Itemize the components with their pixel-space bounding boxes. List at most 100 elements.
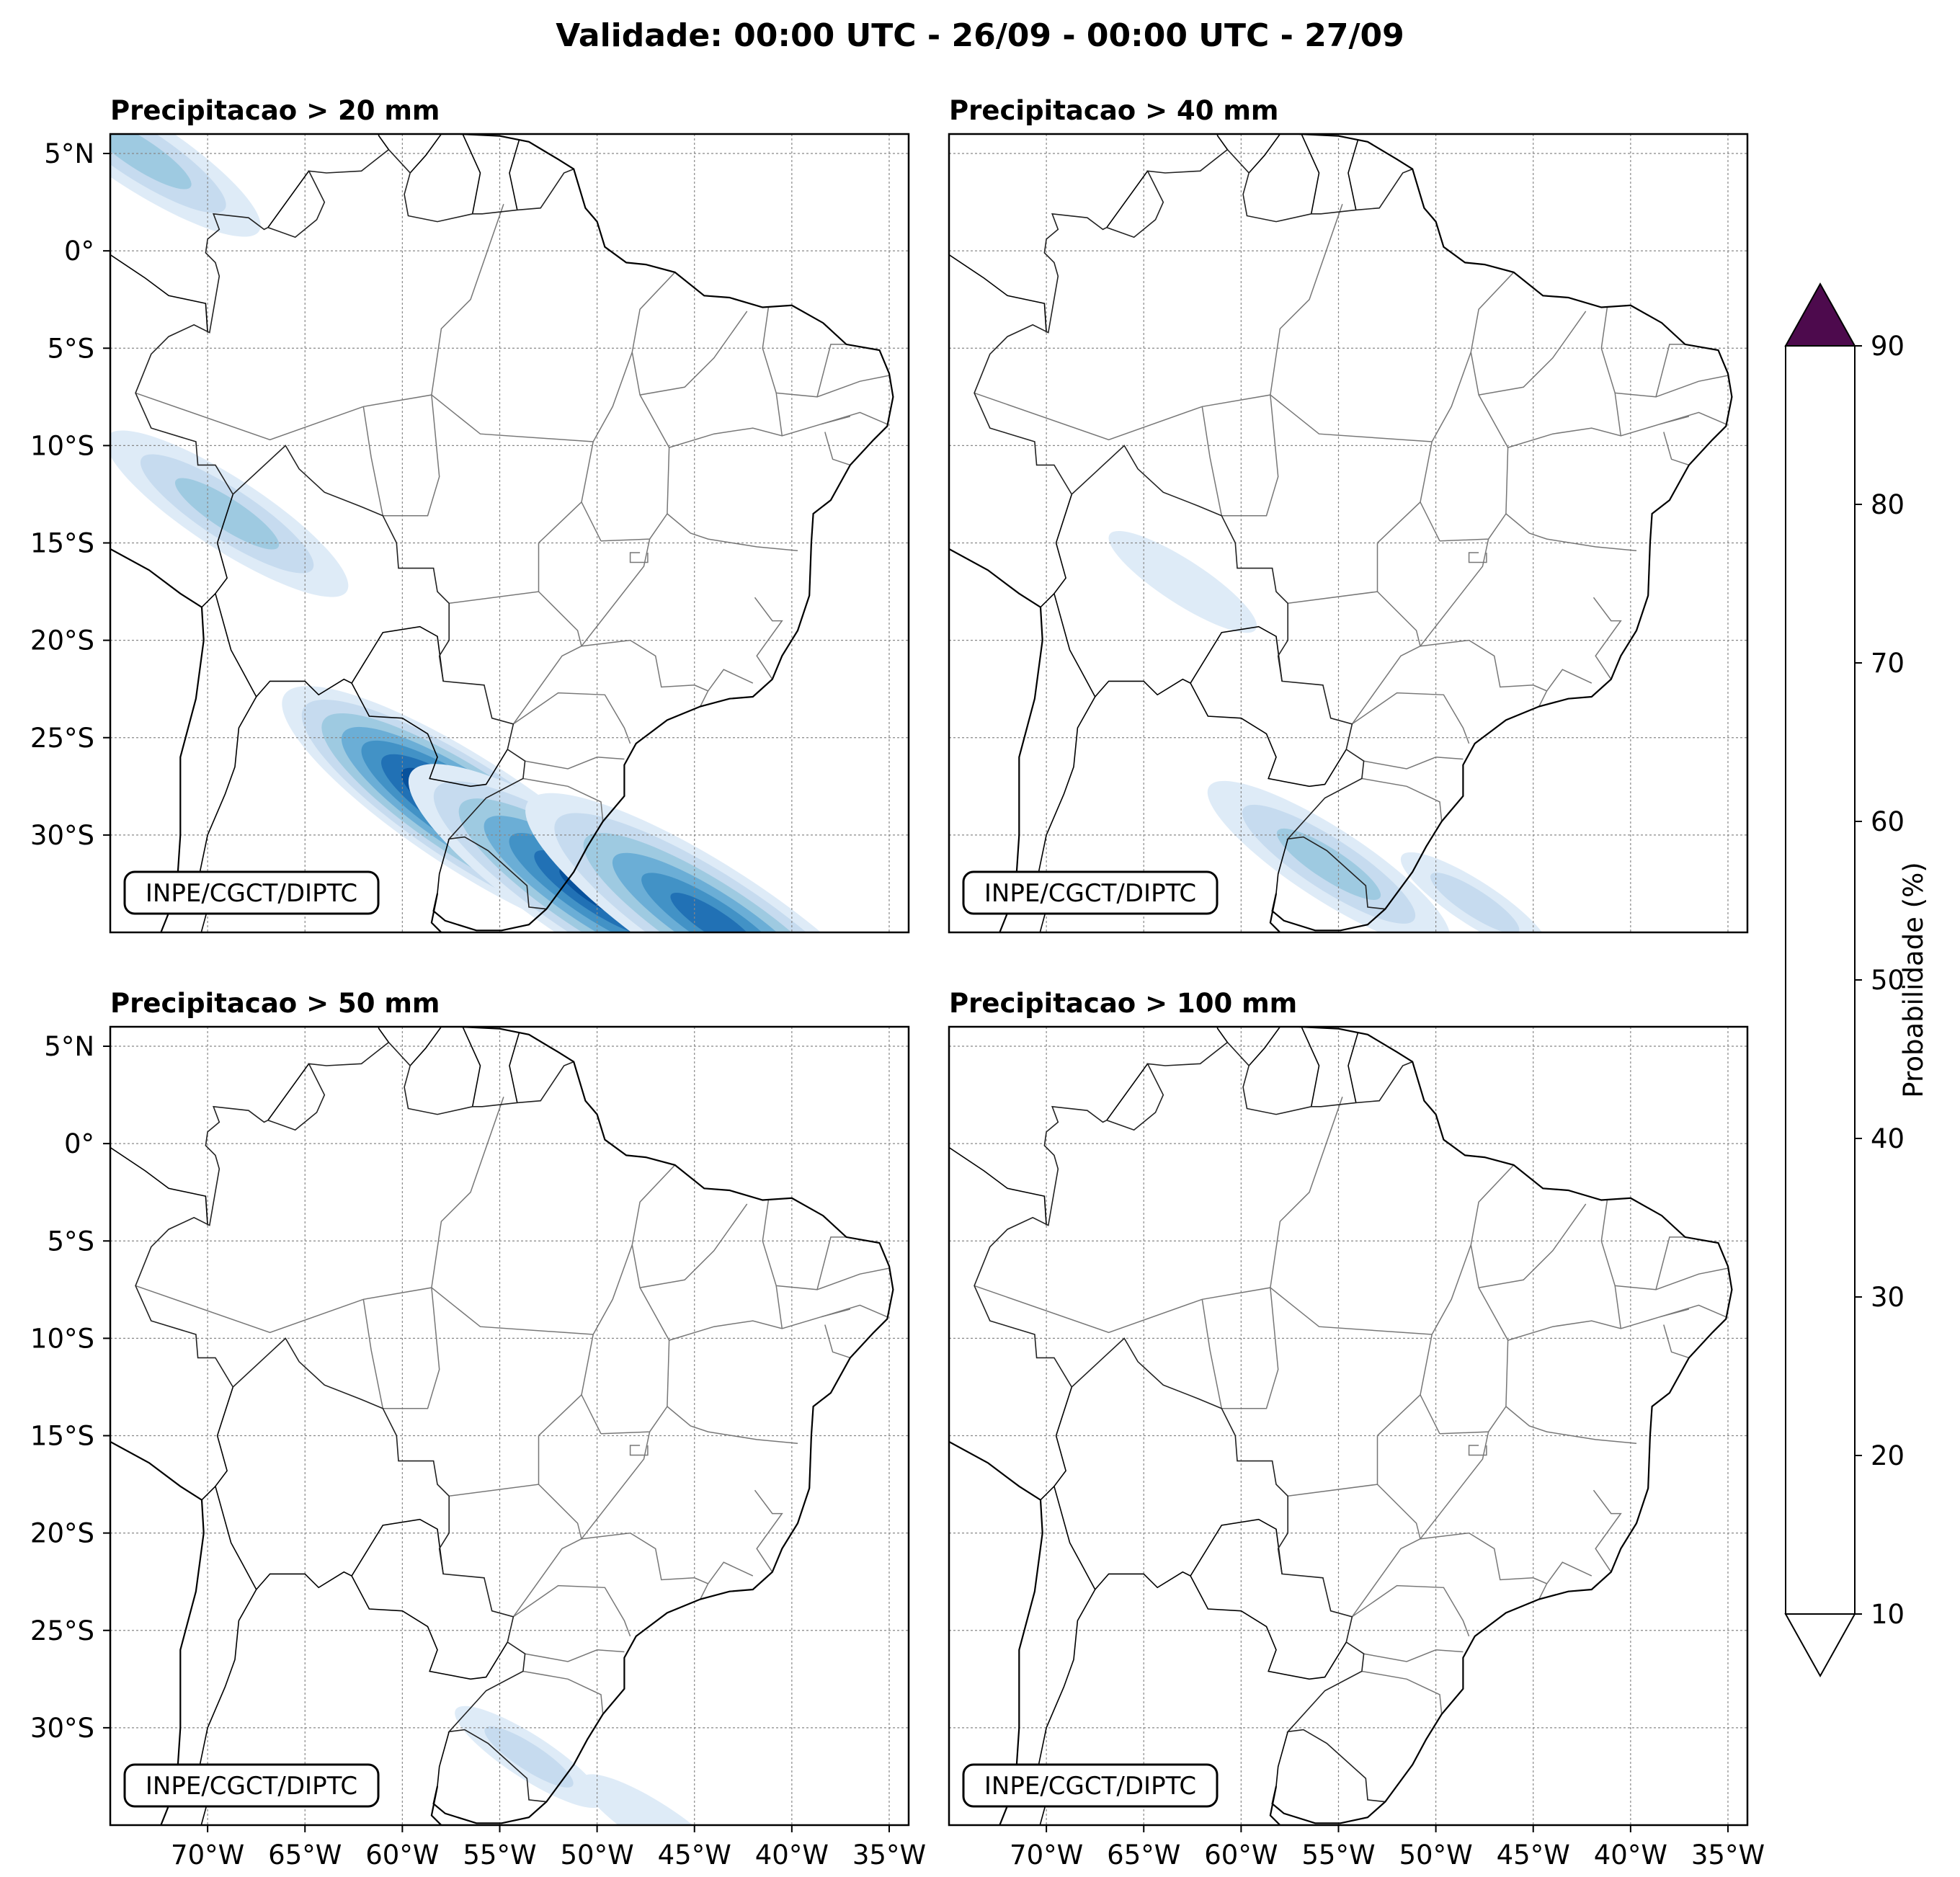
state-border xyxy=(1468,552,1487,563)
country-border xyxy=(1275,1731,1288,1787)
probability-area xyxy=(484,1726,574,1788)
colorbar-frame xyxy=(1785,345,1856,1615)
lat-tick-label: 5°N xyxy=(44,138,94,169)
state-border xyxy=(512,692,631,744)
state-border xyxy=(1663,432,1690,466)
country-border xyxy=(409,1027,442,1066)
state-border xyxy=(1546,669,1592,692)
country-border xyxy=(1040,593,1055,608)
state-border xyxy=(1420,538,1489,647)
country-border xyxy=(1275,839,1288,894)
colorbar-tick-label: 70 xyxy=(1871,648,1905,679)
lon-tick-label: 55°W xyxy=(463,1840,536,1871)
country-border xyxy=(1216,134,1229,151)
credit-text: INPE/CGCT/DIPTC xyxy=(146,1772,357,1801)
lon-tick-label: 60°W xyxy=(1204,1840,1278,1871)
map-body xyxy=(110,134,909,932)
lon-tick-label: 55°W xyxy=(1301,1840,1375,1871)
country-border xyxy=(462,1027,481,1107)
state-border xyxy=(824,432,851,466)
country-border xyxy=(1054,1386,1191,1591)
state-border xyxy=(816,375,890,398)
country-border xyxy=(509,1032,520,1103)
country-border xyxy=(1190,625,1283,684)
country-border xyxy=(351,625,444,684)
state-border xyxy=(1221,395,1279,517)
state-border xyxy=(581,1431,651,1540)
lat-tick-label: 15°S xyxy=(30,528,94,559)
colorbar-tick-label: 20 xyxy=(1871,1440,1905,1471)
country-border xyxy=(1301,134,1320,214)
state-border xyxy=(449,1394,582,1497)
lon-tick-label: 35°W xyxy=(852,1840,926,1871)
state-border xyxy=(824,1324,851,1359)
country-border xyxy=(1248,134,1281,174)
state-border xyxy=(362,1299,384,1409)
lat-tick-label: 10°S xyxy=(30,1323,94,1354)
state-border xyxy=(1201,1299,1223,1409)
state-border xyxy=(1363,757,1464,770)
colorbar-tick-label: 80 xyxy=(1871,489,1905,520)
probability-area xyxy=(1430,873,1520,932)
lon-tick-label: 40°W xyxy=(755,1840,829,1871)
lat-tick-label: 15°S xyxy=(30,1421,94,1452)
state-border xyxy=(522,1670,604,1715)
map-body xyxy=(949,1027,1747,1825)
country-border xyxy=(201,1486,216,1501)
lon-tick-label: 60°W xyxy=(365,1840,439,1871)
probability-area xyxy=(670,892,758,932)
state-border xyxy=(762,307,783,437)
state-border xyxy=(629,552,649,563)
country-border xyxy=(462,134,481,214)
figure-title: Validade: 00:00 UTC - 26/09 - 00:00 UTC … xyxy=(556,17,1404,54)
country-border xyxy=(267,170,310,228)
credit-text: INPE/CGCT/DIPTC xyxy=(984,1772,1196,1801)
map-panel-40mm: Precipitacao > 40 mm INPE/CGCT/DIPTC xyxy=(948,95,1749,934)
state-border xyxy=(1655,1267,1729,1290)
country-border xyxy=(110,254,208,333)
state-border xyxy=(383,395,440,517)
country-border xyxy=(110,1146,208,1226)
country-border xyxy=(1301,1027,1320,1107)
state-border xyxy=(754,597,783,680)
state-border xyxy=(525,757,625,770)
lat-tick-label: 5°S xyxy=(47,1226,94,1257)
country-border xyxy=(378,1027,390,1043)
panel-title: Precipitacao > 20 mm xyxy=(110,95,440,126)
panel-frame xyxy=(109,1025,910,1827)
panel-frame xyxy=(109,133,910,934)
state-border xyxy=(707,669,754,692)
state-border xyxy=(1288,501,1421,605)
country-border xyxy=(1040,1486,1055,1501)
country-border xyxy=(949,1146,1047,1226)
map-body xyxy=(949,134,1747,932)
lat-tick-label: 20°S xyxy=(30,1518,94,1549)
state-border xyxy=(974,392,1433,442)
state-border xyxy=(707,1561,754,1584)
lat-tick-label: 5°N xyxy=(44,1031,94,1062)
credit-box: INPE/CGCT/DIPTC xyxy=(123,1763,380,1808)
coastline xyxy=(110,134,894,932)
lon-tick-label: 40°W xyxy=(1594,1840,1667,1871)
lat-tick-label: 20°S xyxy=(30,625,94,656)
country-border xyxy=(351,682,508,788)
country-border xyxy=(949,254,1047,333)
state-border xyxy=(1478,1203,1587,1288)
state-border xyxy=(1439,352,1509,542)
colorbar-extend-max xyxy=(1784,282,1856,347)
lon-tick-label: 45°W xyxy=(1497,1840,1570,1871)
state-border xyxy=(821,411,888,425)
state-border xyxy=(522,777,604,822)
colorbar-tick-label: 60 xyxy=(1871,806,1905,837)
colorbar: 10 20 30 40 50 60 70 80 90 Probabilidade (%) xyxy=(1784,282,1929,1678)
credit-box: INPE/CGCT/DIPTC xyxy=(962,870,1219,915)
state-border xyxy=(1221,1288,1279,1409)
state-border xyxy=(1600,307,1622,437)
credit-box: INPE/CGCT/DIPTC xyxy=(962,1763,1219,1808)
state-border xyxy=(1505,513,1637,552)
state-border xyxy=(1660,1304,1727,1318)
state-border xyxy=(1478,311,1587,396)
map-body xyxy=(110,1027,909,1825)
state-border xyxy=(581,538,651,647)
state-border xyxy=(512,1584,631,1637)
